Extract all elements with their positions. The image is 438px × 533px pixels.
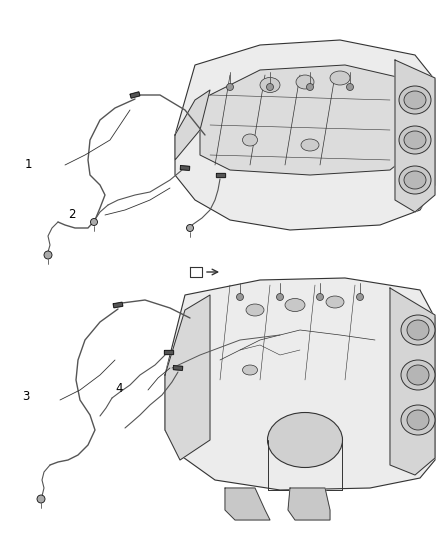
Ellipse shape — [401, 405, 435, 435]
Circle shape — [44, 251, 52, 259]
Polygon shape — [190, 267, 202, 277]
Ellipse shape — [268, 413, 343, 467]
Circle shape — [276, 294, 283, 301]
Polygon shape — [165, 295, 210, 460]
Polygon shape — [165, 278, 435, 490]
Ellipse shape — [399, 166, 431, 194]
Circle shape — [91, 219, 98, 225]
Polygon shape — [395, 60, 435, 212]
Ellipse shape — [243, 365, 258, 375]
Text: 2: 2 — [68, 208, 75, 221]
Circle shape — [266, 84, 273, 91]
Ellipse shape — [260, 77, 280, 93]
Ellipse shape — [246, 304, 264, 316]
Circle shape — [37, 495, 45, 503]
Ellipse shape — [404, 91, 426, 109]
Ellipse shape — [404, 171, 426, 189]
Polygon shape — [113, 302, 123, 308]
Circle shape — [307, 84, 314, 91]
Polygon shape — [175, 40, 435, 230]
Ellipse shape — [330, 71, 350, 85]
Polygon shape — [173, 366, 183, 370]
Polygon shape — [225, 488, 270, 520]
Ellipse shape — [404, 131, 426, 149]
Ellipse shape — [296, 75, 314, 89]
Ellipse shape — [243, 134, 258, 146]
Ellipse shape — [326, 296, 344, 308]
Ellipse shape — [407, 320, 429, 340]
Polygon shape — [163, 350, 173, 354]
Ellipse shape — [285, 298, 305, 311]
Circle shape — [187, 224, 194, 231]
Ellipse shape — [407, 365, 429, 385]
Polygon shape — [288, 488, 330, 520]
Ellipse shape — [401, 360, 435, 390]
Polygon shape — [200, 65, 415, 175]
Polygon shape — [215, 173, 225, 177]
Ellipse shape — [399, 86, 431, 114]
Circle shape — [357, 294, 364, 301]
Circle shape — [346, 84, 353, 91]
Polygon shape — [180, 166, 190, 171]
Text: 3: 3 — [22, 390, 29, 403]
Text: 1: 1 — [25, 158, 32, 171]
Ellipse shape — [301, 139, 319, 151]
Polygon shape — [175, 90, 210, 160]
Ellipse shape — [407, 410, 429, 430]
Circle shape — [237, 294, 244, 301]
Circle shape — [226, 84, 233, 91]
Ellipse shape — [399, 126, 431, 154]
Circle shape — [317, 294, 324, 301]
Polygon shape — [130, 92, 140, 98]
Text: 4: 4 — [115, 382, 123, 395]
Polygon shape — [390, 288, 435, 475]
Ellipse shape — [401, 315, 435, 345]
